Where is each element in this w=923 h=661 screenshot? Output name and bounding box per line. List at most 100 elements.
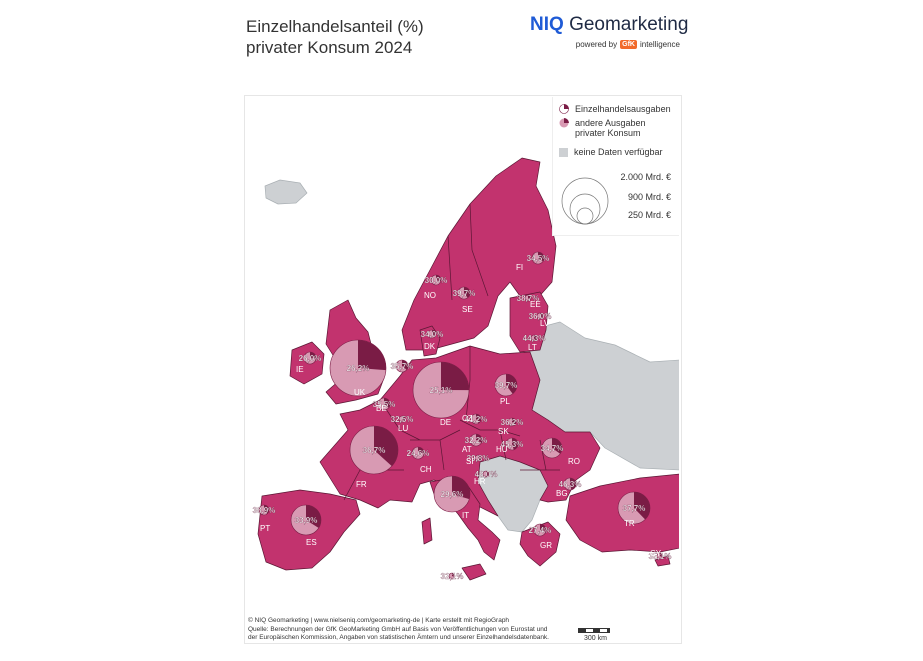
pie-lv-retail [540, 313, 543, 318]
scale-bar: 300 km [578, 628, 610, 642]
pie-be-retail [384, 398, 391, 408]
country-code-fi: FI [516, 263, 523, 272]
country-code-uk: UK [354, 388, 366, 397]
pct-label-be: 35,5% [373, 400, 396, 409]
pie-ch-retail [418, 447, 424, 453]
legend: Einzelhandelsausgaben andere Ausgaben pri… [552, 97, 679, 236]
pie-pt-retail [264, 505, 270, 514]
scale-label: 300 km [584, 635, 607, 642]
brand-name: NIQ Geomarketing [530, 14, 688, 36]
legend-other: andere Ausgaben privater Konsum [559, 118, 646, 138]
pct-label-gr: 27,4% [529, 526, 552, 535]
pie-dk-retail [432, 330, 436, 337]
pct-label-pl: 39,7% [495, 381, 518, 390]
pct-label-lu: 32,5% [391, 415, 414, 424]
pct-label-bg: 46,3% [559, 480, 582, 489]
powered-by: powered by [575, 40, 618, 49]
pie-hr-retail [486, 471, 490, 477]
pie-at-retail [476, 434, 482, 443]
country-code-lt: LT [528, 343, 537, 352]
brand-niq: NIQ [530, 14, 564, 35]
legend-other-swatch [559, 118, 569, 128]
country-code-sk: SK [498, 427, 509, 436]
country-code-hu: HU [496, 445, 508, 454]
pie-it-retail [452, 476, 470, 500]
region-sardinia [421, 517, 433, 545]
pie-pl-retail [506, 374, 517, 394]
legend-size-circles [561, 177, 609, 225]
pct-label-se: 39,7% [453, 289, 476, 298]
pct-label-si: 39,8% [467, 454, 490, 463]
country-code-tr: TR [624, 519, 635, 528]
pie-cy-retail [660, 553, 663, 558]
region-cyprus [654, 555, 671, 567]
pct-label-ee: 38,7% [517, 294, 540, 303]
pie-se-retail [464, 287, 470, 298]
pie-es-retail [306, 505, 321, 528]
country-code-dk: DK [424, 342, 436, 351]
pct-label-cz: 41,2% [465, 415, 488, 424]
pct-label-es: 33,9% [295, 516, 318, 525]
pct-label-no: 30,0% [425, 276, 448, 285]
country-code-lv: LV [540, 319, 550, 328]
brand-logo: NIQ Geomarketing powered by GfK intellig… [530, 14, 688, 49]
title-line-1: Einzelhandelsanteil (%) [246, 17, 424, 36]
pie-cz-retail [476, 414, 481, 424]
legend-size-1: 2.000 Mrd. € [620, 172, 671, 182]
country-code-ie: IE [296, 365, 304, 374]
region-baltics [509, 291, 549, 353]
legend-size-2: 900 Mrd. € [627, 192, 671, 202]
brand-geomarketing: Geomarketing [569, 14, 689, 35]
country-code-lu: LU [398, 424, 408, 433]
legend-no-data-swatch [559, 148, 568, 157]
country-code-no: NO [424, 291, 436, 300]
country-code-gr: GR [540, 541, 552, 550]
gfk-logo: GfK [620, 40, 637, 49]
pct-label-cy: 35,1% [649, 552, 672, 561]
legend-size-3: 250 Mrd. € [627, 210, 671, 220]
pie-fr-retail [374, 426, 399, 467]
pct-label-hr: 48,0% [475, 470, 498, 479]
map-title: Einzelhandelsanteil (%) privater Konsum … [246, 16, 424, 58]
region-sicily [461, 563, 487, 581]
pct-label-fr: 36,7% [363, 446, 386, 455]
pct-label-dk: 34,0% [421, 330, 444, 339]
country-code-fr: FR [356, 480, 367, 489]
pie-lu-retail [402, 416, 406, 421]
pie-ie-retail [310, 352, 316, 359]
pie-fi-retail [538, 252, 544, 262]
region-iceland [264, 179, 308, 205]
pie-de-retail [441, 362, 469, 391]
pie-no-retail [436, 275, 441, 282]
country-code-pt: PT [260, 524, 270, 533]
source-footer: © NIQ Geomarketing | www.nielseniq.com/g… [248, 617, 568, 643]
pie-ro-retail [552, 438, 562, 454]
pct-label-pt: 38,9% [253, 506, 276, 515]
country-code-pl: PL [500, 397, 510, 406]
brand-tagline: powered by GfK intelligence [530, 40, 680, 49]
legend-no-data: keine Daten verfügbar [559, 147, 663, 157]
pie-nl-retail [402, 360, 408, 370]
country-code-at: AT [462, 445, 472, 454]
label-layer: 34,5% FI 30,0% NO 39,7% SE 38,7%EE 36,0%LV 44,3%… [253, 254, 672, 592]
legend-retail-label: Einzelhandelsausgaben [575, 104, 671, 114]
country-code-es: ES [306, 538, 317, 547]
legend-other-label-1: andere Ausgaben [575, 118, 646, 128]
pct-label-ie: 26,0% [299, 354, 322, 363]
country-code-se: SE [462, 305, 473, 314]
country-code-mt: MT [446, 583, 458, 592]
pie-uk-retail [358, 340, 386, 371]
pie-sk-retail [512, 418, 516, 425]
pct-label-at: 32,2% [465, 436, 488, 445]
pie-lt-retail [534, 335, 537, 341]
pct-label-ch: 24,6% [407, 449, 430, 458]
country-code-ro: RO [568, 457, 580, 466]
country-code-be: BE [376, 404, 387, 413]
country-code-cz: CZ [462, 414, 473, 423]
footer-line-3: der Europäischen Kommission, Angaben von… [248, 634, 549, 641]
pie-bg-retail [570, 478, 577, 490]
legend-retail: Einzelhandelsausgaben [559, 104, 671, 114]
region-continent [319, 345, 601, 517]
legend-no-data-label: keine Daten verfügbar [574, 147, 663, 157]
pct-label-hu: 45,3% [501, 440, 524, 449]
